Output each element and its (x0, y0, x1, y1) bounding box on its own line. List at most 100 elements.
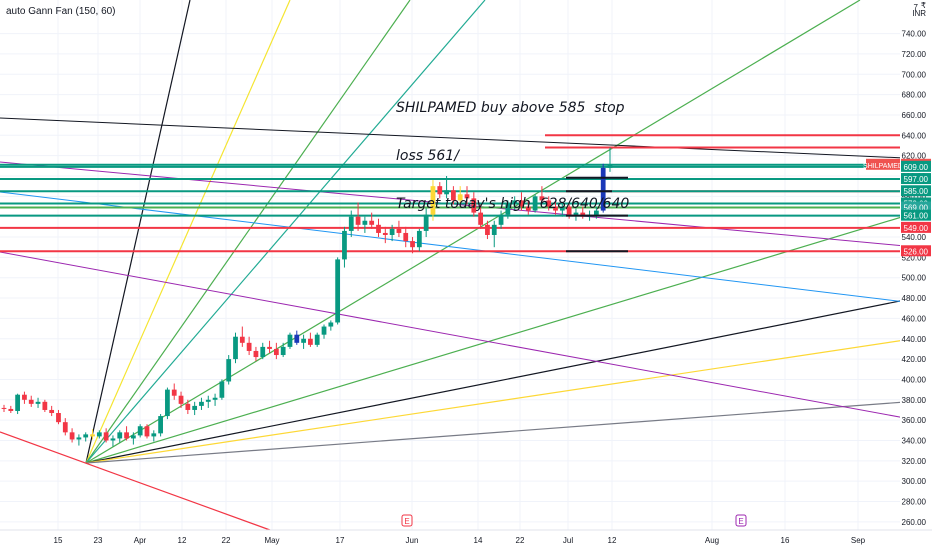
candle-body (273, 348, 279, 356)
y-tick-label: 340.00 (902, 436, 927, 445)
candle-body (607, 164, 613, 168)
y-tick-label: 620.00 (902, 152, 927, 161)
x-tick-label: Aug (705, 536, 719, 545)
candle (444, 175, 449, 199)
candle (76, 434, 82, 446)
y-tick-label: 540.00 (902, 233, 927, 242)
candle (546, 196, 552, 211)
candle (90, 429, 95, 440)
trend-line (0, 251, 906, 419)
candle-body (144, 426, 150, 437)
x-tick-label: Jun (406, 536, 419, 545)
candle (192, 401, 198, 416)
candle-body (1, 407, 7, 409)
candle-body (42, 401, 48, 410)
candle (49, 405, 55, 417)
candle (124, 426, 129, 441)
y-axis[interactable]: 260.00 280.00 300.00 320.00 340.00 360.00 380.… (900, 0, 932, 550)
trend-line (0, 191, 906, 303)
candle (1, 404, 7, 412)
symbol-badge (866, 158, 900, 170)
candle-body (199, 401, 204, 406)
gann-fan-line (85, 0, 411, 464)
x-axis[interactable]: 15 23 Apr 12 22 May 17 Jun 14 22 Jul 12 Aug 16 Sep (0, 529, 932, 550)
price-badge: 549.00 (901, 221, 931, 233)
candle-body (56, 413, 61, 423)
candle-body (478, 212, 484, 225)
candle-body (416, 230, 422, 248)
candle (478, 204, 484, 229)
gann-fan-line (85, 0, 486, 464)
candle (416, 228, 422, 252)
price-badge-box (901, 209, 931, 221)
price-badge: 609.00 (901, 160, 931, 172)
candle (600, 163, 606, 213)
candle-body (376, 224, 381, 233)
y-tick-label: 360.00 (902, 416, 927, 425)
x-tick-label: Apr (134, 536, 147, 545)
price-badge-box (901, 245, 931, 257)
candle (260, 342, 266, 360)
candle-body (559, 206, 565, 211)
candle-body (90, 434, 95, 437)
y-tick-label: 580.00 (902, 192, 927, 201)
candle-body (525, 206, 531, 211)
y-tick-label: 640.00 (902, 131, 927, 140)
price-badge-box (901, 221, 931, 233)
candle (178, 391, 184, 408)
candle (314, 332, 320, 347)
candle-body (301, 338, 306, 343)
chart-annotation[interactable]: SHILPAMED buy above 585 stop loss 561/ T… (396, 68, 629, 228)
candle (491, 220, 497, 248)
candle (328, 320, 334, 331)
candle-body (314, 334, 320, 345)
candle (28, 395, 34, 407)
candle-body (444, 190, 449, 195)
y-tick-label: 380.00 (902, 396, 927, 405)
candle-body (124, 432, 129, 439)
candle (464, 186, 470, 205)
candle-body (593, 210, 599, 215)
candle-body (28, 399, 34, 404)
price-badge-value: 549.00 (904, 224, 929, 233)
candle-body (260, 346, 266, 358)
marker-bars (566, 176, 628, 253)
price-badge-value: 526.00 (904, 247, 929, 256)
candle (103, 428, 109, 443)
gann-fan-line (85, 0, 191, 464)
candle (355, 202, 361, 231)
candle (423, 208, 429, 238)
candle (294, 330, 300, 345)
currency-label: ₹ INR (912, 2, 926, 18)
candle-body (205, 399, 211, 402)
candle-body (253, 350, 259, 358)
currency-symbol: ₹ (920, 1, 926, 10)
candle (246, 336, 252, 356)
candle (144, 424, 150, 439)
candle (376, 218, 381, 238)
y-tick-label: 280.00 (902, 498, 927, 507)
indicator-label[interactable]: auto Gann Fan (150, 60) (6, 6, 116, 17)
candle (580, 206, 586, 219)
gann-fan-line (85, 401, 906, 464)
candle-body (539, 196, 545, 201)
candle-body (226, 359, 232, 382)
candle-body (321, 326, 327, 335)
candle-body (110, 438, 116, 441)
candle (607, 147, 613, 172)
candle (362, 216, 368, 233)
candle-body (403, 232, 409, 242)
candle-body (22, 394, 27, 400)
candle-body (369, 220, 375, 225)
earnings-marker-box (735, 514, 747, 527)
candle-body (62, 422, 68, 433)
candle-body (267, 346, 272, 349)
trend-line (0, 117, 906, 159)
price-badge: 561.00 (901, 209, 931, 221)
candle (342, 226, 347, 268)
candle (205, 395, 211, 408)
x-tick-label: 22 (516, 536, 525, 545)
candle-body (15, 394, 21, 411)
